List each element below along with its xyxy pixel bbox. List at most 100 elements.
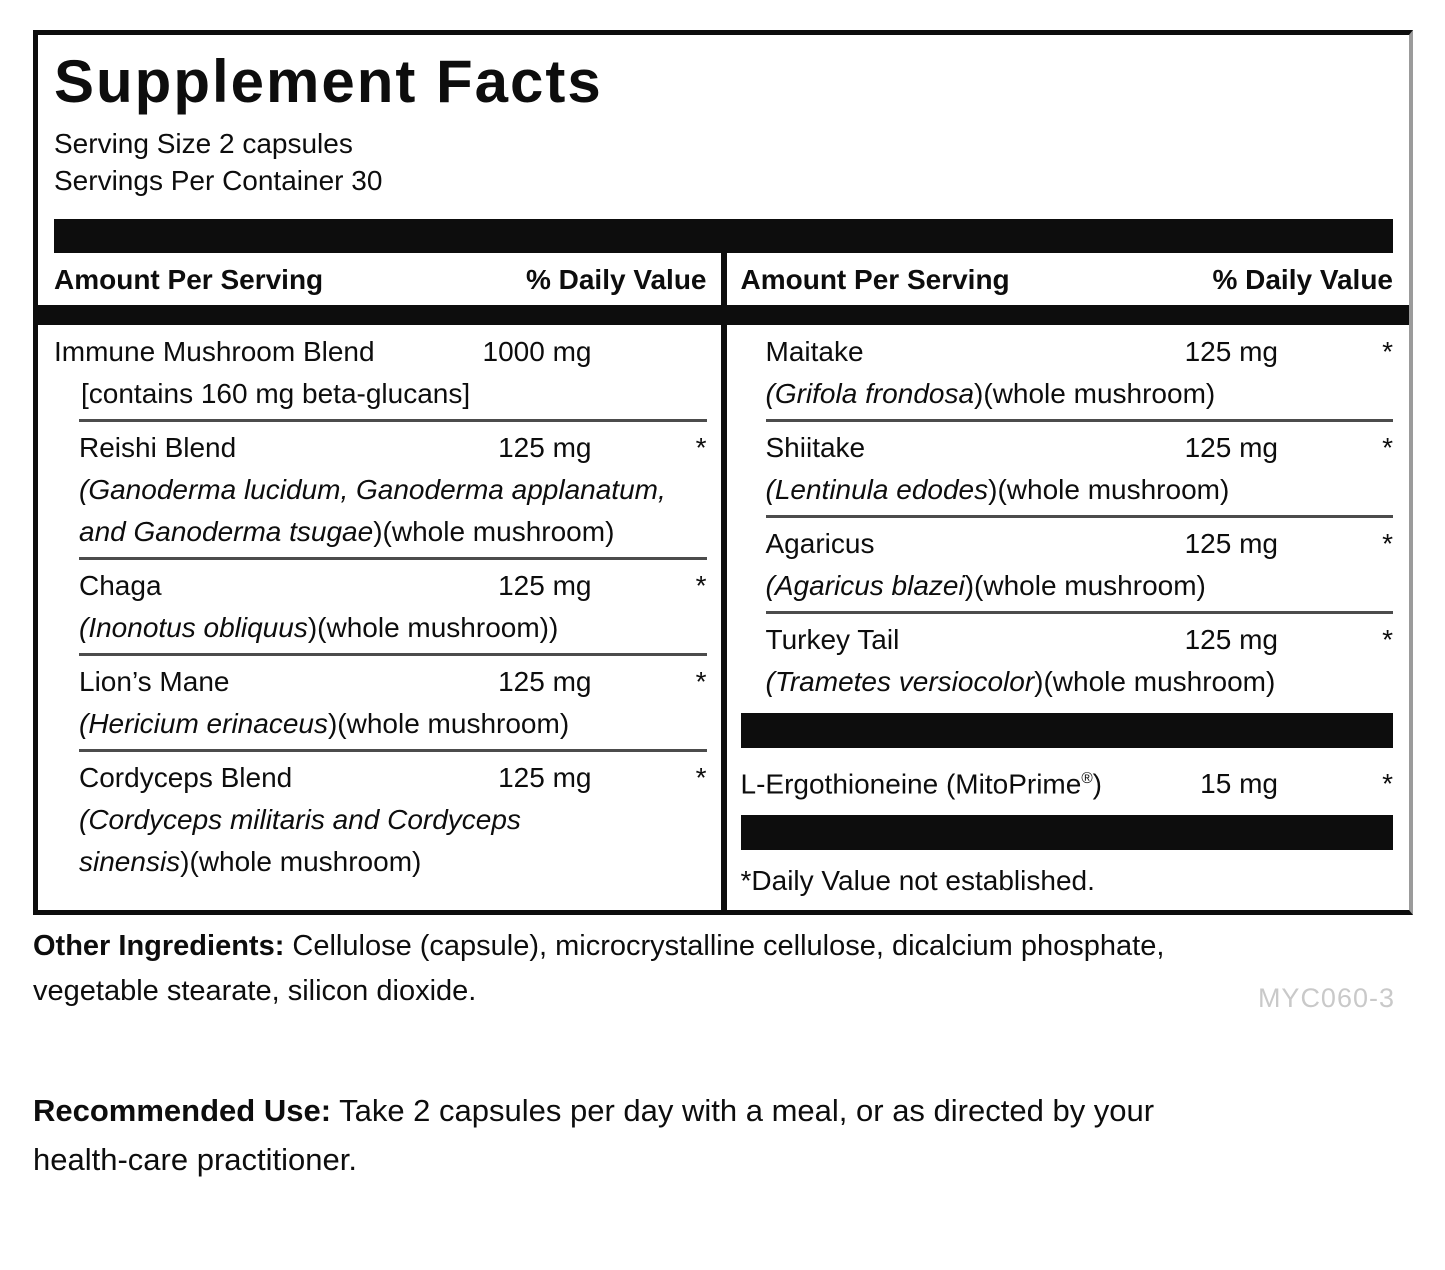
other-ingredients-label: Other Ingredients:: [33, 930, 285, 963]
column-divider: [720, 253, 727, 911]
text-segment: (Grifola frondosa: [765, 378, 975, 409]
ingredient-row: Shiitake 125 mg * (Lentinula edodes)(whole …: [741, 427, 1394, 511]
ingredient-description: sinensis)(whole mushroom): [79, 841, 707, 883]
recommended-use: Recommended Use: Take 2 capsules per day…: [33, 1086, 1412, 1184]
ingredient-amount: 125 mg: [1184, 528, 1278, 559]
top-section-bar: [54, 219, 1393, 253]
recommended-use-line2: health-care practitioner.: [33, 1142, 357, 1178]
ingredient-amount: 15 mg: [1200, 768, 1278, 800]
serving-size: Serving Size 2 capsules: [54, 128, 353, 159]
text-segment: )(whole mushroom): [373, 516, 615, 547]
row-separator: [79, 557, 707, 560]
ingredient-name: Cordyceps Blend: [79, 757, 498, 799]
daily-value-asterisk: *: [1382, 768, 1393, 800]
ingredient-main-line: Lion’s Mane 125 mg *: [79, 661, 707, 703]
ingredient-amount: 125 mg: [498, 432, 592, 463]
ingredient-row: Reishi Blend 125 mg * (Ganoderma lucidum, G…: [54, 427, 707, 553]
ingredient-amount: 125 mg: [498, 570, 592, 601]
facts-columns: Amount Per Serving % Daily Value Immune …: [38, 253, 1410, 911]
ingredient-name: Maitake: [766, 331, 1185, 373]
text-segment: Turkey Tail: [765, 624, 900, 655]
ingredient-description: (Grifola frondosa)(whole mushroom): [766, 373, 1394, 415]
ingredient-description: (Hericium erinaceus)(whole mushroom): [79, 703, 707, 745]
text-segment: ): [1092, 768, 1102, 800]
text-segment: )(whole mushroom): [974, 378, 1216, 409]
right-ingredient-rows: Maitake 125 mg * (Grifola frondosa)(whole m…: [740, 331, 1394, 851]
ingredient-description: (Inonotus obliquus)(whole mushroom)): [79, 607, 707, 649]
text-segment: Shiitake: [765, 432, 866, 463]
row-separator: [79, 749, 707, 752]
daily-value-asterisk: *: [1382, 432, 1393, 463]
daily-value-heading: % Daily Value: [525, 264, 707, 295]
text-segment: [contains 160 mg beta-glucans]: [81, 378, 471, 409]
text-segment: )(whole mushroom): [327, 708, 570, 739]
highlight-bar: [740, 713, 1393, 748]
right-column: Amount Per Serving % Daily Value Maitake…: [726, 253, 1410, 910]
ingredient-amount: 125 mg: [498, 666, 592, 697]
ingredient-name: Reishi Blend: [79, 427, 498, 469]
text-segment: Immune Mushroom Blend: [54, 336, 375, 367]
servings-per-container: Servings Per Container 30: [54, 165, 383, 196]
ingredient-description: (Trametes versiocolor)(whole mushroom): [766, 661, 1394, 703]
ingredient-main-line: Reishi Blend 125 mg *: [79, 427, 707, 469]
text-segment: (Agaricus blazei: [765, 570, 965, 601]
supplement-facts-panel: Supplement Facts Serving Size 2 capsules…: [33, 30, 1413, 916]
ingredient-description: (Lentinula edodes)(whole mushroom): [766, 469, 1394, 511]
ingredient-main-line: Shiitake 125 mg *: [766, 427, 1394, 469]
left-column-header: Amount Per Serving % Daily Value: [38, 253, 721, 305]
header-bar: [38, 305, 721, 325]
left-rows-area: Immune Mushroom Blend 1000 mg [contains 16…: [38, 325, 721, 910]
ingredient-row: Chaga 125 mg * (Inonotus obliquus)(whole mu…: [54, 565, 707, 649]
text-segment: (Lentinula edodes: [765, 474, 989, 505]
header-bar: [726, 305, 1409, 325]
text-segment: )(whole mushroom)): [307, 612, 559, 643]
text-segment: (Ganoderma lucidum, Ganoderma applanatum…: [79, 474, 666, 505]
text-segment: (Cordyceps militaris and Cordyceps: [79, 804, 521, 835]
text-segment: Reishi Blend: [79, 432, 237, 463]
daily-value-heading: % Daily Value: [1212, 264, 1393, 295]
ingredient-main-line: Cordyceps Blend 125 mg *: [79, 757, 707, 799]
text-segment: Cordyceps Blend: [79, 762, 293, 793]
left-ingredient-rows: Immune Mushroom Blend 1000 mg [contains 16…: [54, 331, 707, 883]
ingredient-name: Shiitake: [766, 427, 1185, 469]
ingredient-amount: 125 mg: [1184, 624, 1278, 655]
row-separator: [765, 515, 1393, 518]
left-column: Amount Per Serving % Daily Value Immune …: [38, 253, 721, 910]
ingredient-description: (Cordyceps militaris and Cordyceps: [79, 799, 707, 841]
text-segment: Lion’s Mane: [79, 666, 230, 697]
ingredient-row: Cordyceps Blend 125 mg * (Cordyceps militar…: [54, 757, 707, 883]
ingredient-amount: 125 mg: [498, 762, 592, 793]
other-ingredients-line1: Other Ingredients: Cellulose (capsule), …: [33, 924, 1412, 969]
text-segment: (Hericium erinaceus: [79, 708, 328, 739]
text-segment: (Trametes versiocolor: [765, 666, 1035, 697]
daily-value-asterisk: *: [1382, 528, 1393, 559]
text-segment: (Inonotus obliquus: [79, 612, 308, 643]
highlight-bar: [740, 815, 1393, 851]
ingredient-description: and Ganoderma tsugae)(whole mushroom): [79, 511, 707, 553]
ingredient-row: Maitake 125 mg * (Grifola frondosa)(whole m…: [741, 331, 1394, 415]
text-segment: L-Ergothioneine (MitoPrime: [740, 768, 1082, 800]
ingredient-name: Chaga: [79, 565, 498, 607]
other-ingredients-text: Cellulose (capsule), microcrystalline ce…: [284, 930, 1165, 963]
recommended-use-text: Take 2 capsules per day with a meal, or …: [331, 1093, 1155, 1129]
ingredient-main-line: Agaricus 125 mg *: [766, 523, 1394, 565]
text-segment: and Ganoderma tsugae: [79, 516, 374, 547]
row-separator: [79, 653, 707, 656]
text-segment: )(whole mushroom): [964, 570, 1206, 601]
amount-per-serving-heading: Amount Per Serving: [54, 264, 324, 295]
right-rows-area: Maitake 125 mg * (Grifola frondosa)(whole m…: [727, 325, 1410, 910]
ingredient-main-line: Immune Mushroom Blend 1000 mg: [54, 331, 707, 373]
ingredient-main-line: Turkey Tail 125 mg *: [766, 619, 1394, 661]
ingredient-name: Turkey Tail: [766, 619, 1185, 661]
ingredient-main-line: Chaga 125 mg *: [79, 565, 707, 607]
panel-title: Supplement Facts: [54, 48, 603, 115]
text-segment: Maitake: [765, 336, 864, 367]
ingredient-description: (Ganoderma lucidum, Ganoderma applanatum…: [79, 469, 707, 511]
daily-value-asterisk: *: [1382, 336, 1393, 367]
text-segment: sinensis: [79, 846, 181, 877]
ingredient-row: L-Ergothioneine (MitoPrime®) 15 mg *: [741, 758, 1394, 805]
product-code: MYC060-3: [1257, 983, 1395, 1014]
ingredient-amount: 125 mg: [1184, 432, 1278, 463]
text-segment: )(whole mushroom): [180, 846, 422, 877]
daily-value-asterisk: *: [695, 762, 707, 793]
